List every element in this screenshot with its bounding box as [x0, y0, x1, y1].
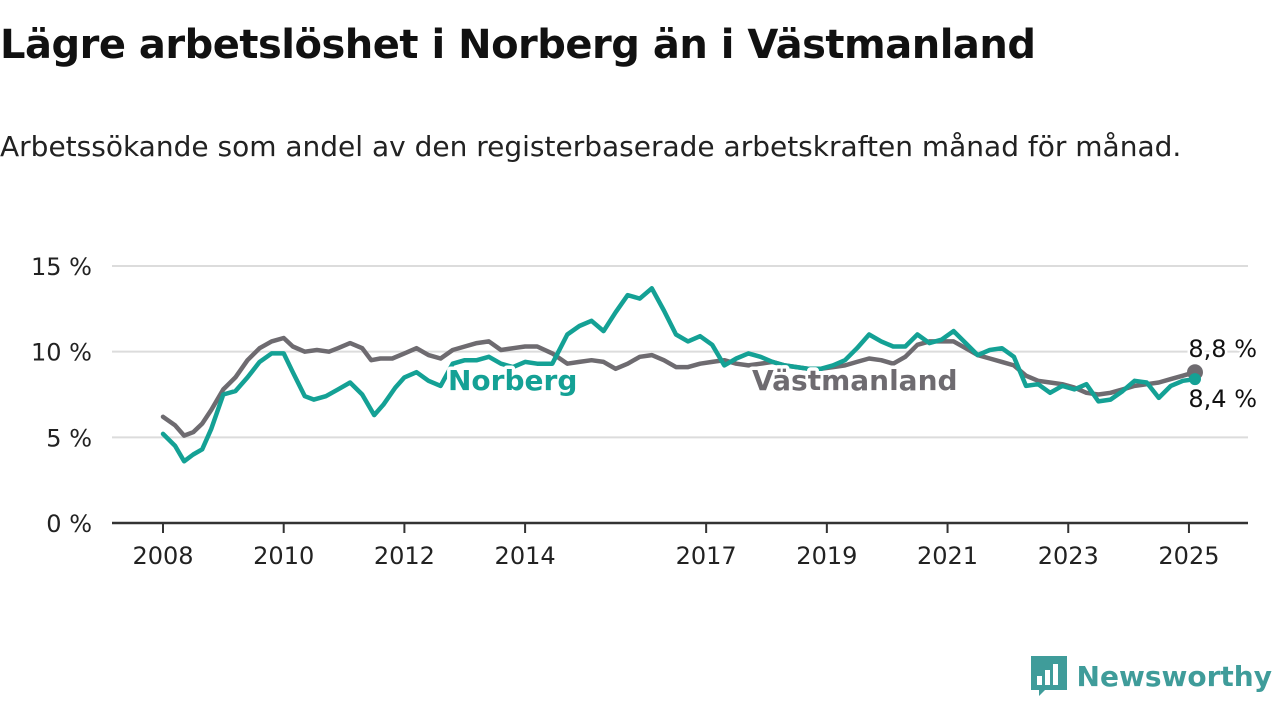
- series-label-vastmanland: Västmanland: [752, 364, 958, 397]
- x-tick-label: 2014: [495, 542, 556, 570]
- end-label-vastmanland: 8,8 %: [1188, 335, 1257, 363]
- x-tick-label: 2021: [917, 542, 978, 570]
- brand-logo: Newsworthy: [1030, 656, 1272, 696]
- newsworthy-icon: [1030, 656, 1067, 696]
- x-tick-label: 2008: [132, 542, 193, 570]
- grid-layer: 0 % 5 % 10 % 15 % 2008 2010 2012 2014 2017 2019 20…: [31, 253, 1248, 570]
- y-tick-label: 10 %: [31, 339, 92, 367]
- end-label-norberg: 8,4 %: [1188, 385, 1257, 413]
- x-tick-label: 2012: [374, 542, 435, 570]
- series-line-norberg: [160, 286, 1198, 464]
- y-tick-label: 0 %: [46, 510, 92, 538]
- brand-name: Newsworthy: [1076, 659, 1272, 693]
- line-chart: 0 % 5 % 10 % 15 % 2008 2010 2012 2014 2017 2019 20…: [31, 253, 1260, 570]
- end-marker-norberg: [1188, 373, 1201, 386]
- x-tick-label: 2017: [676, 542, 737, 570]
- x-tick-label: 2025: [1158, 542, 1219, 570]
- page-subtitle: Arbetssökande som andel av den registerb…: [0, 130, 1182, 163]
- x-tick-label: 2019: [796, 542, 857, 570]
- x-tick-label: 2023: [1038, 542, 1099, 570]
- x-tick-label: 2010: [253, 542, 314, 570]
- y-tick-label: 15 %: [31, 253, 92, 281]
- label-layer: Norberg Västmanland 8,8 % 8,4 %: [445, 333, 1260, 416]
- y-tick-label: 5 %: [46, 424, 92, 452]
- line-layer: [160, 286, 1203, 464]
- page-title: Lägre arbetslöshet i Norberg än i Västma…: [0, 22, 1036, 68]
- series-label-norberg: Norberg: [448, 364, 577, 397]
